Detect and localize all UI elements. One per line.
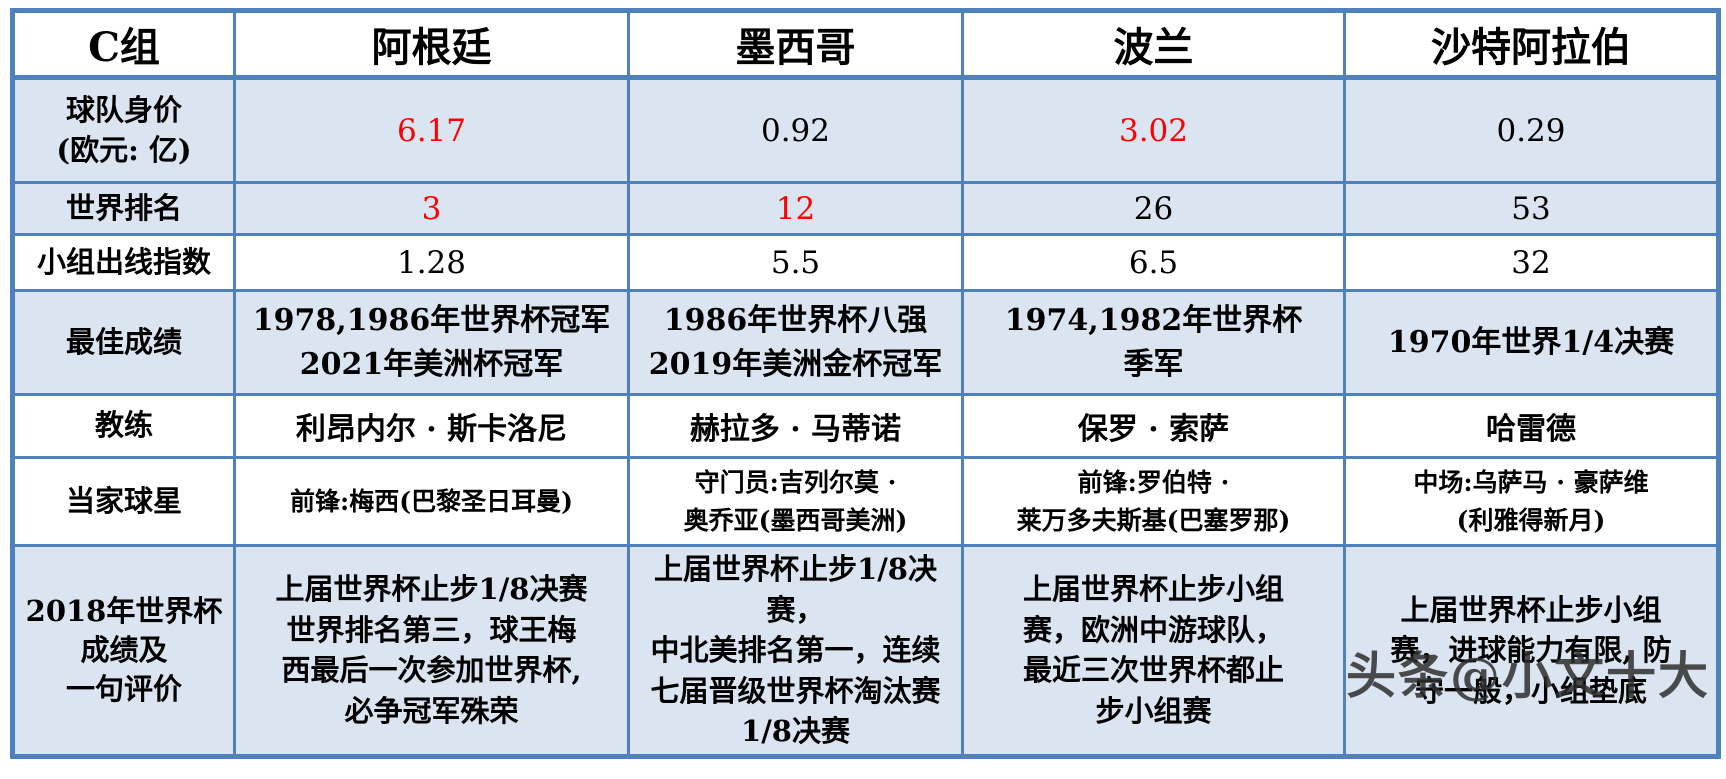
cell-advance-index-argentina: 1.28 xyxy=(233,233,630,292)
row-team-value: 球队身价 (欧元: 亿) 6.17 0.92 3.02 0.29 xyxy=(11,76,1720,184)
toutiao-watermark: 头条@小文十大 xyxy=(1346,646,1710,705)
header-label: C组 xyxy=(88,24,160,71)
row-best-result: 最佳成绩 1978,1986年世界杯冠军 2021年美洲杯冠军 1986年世界杯… xyxy=(11,289,1720,396)
cell-star-player-mexico: 守门员:吉列尔莫 · 奥乔亚(墨西哥美洲) xyxy=(627,456,964,547)
cell-world-ranking-saudi-arabia: 53 xyxy=(1343,181,1720,236)
cell-star-player-saudi-arabia: 中场:乌萨马 · 豪萨维 (利雅得新月) xyxy=(1343,456,1720,547)
header-label: 阿根廷 xyxy=(371,24,492,71)
cell-star-player-argentina: 前锋:梅西(巴黎圣日耳曼) xyxy=(233,456,630,547)
row-2018-result-comment: 2018年世界杯 成绩及 一句评价 上届世界杯止步1/8决赛 世界排名第三，球王… xyxy=(11,544,1720,758)
header-label: 波兰 xyxy=(1113,24,1194,71)
row-coach: 教练 利昂内尔 · 斯卡洛尼 赫拉多 · 马蒂诺 保罗 · 索萨 哈雷德 xyxy=(11,393,1720,459)
cell-advance-index-poland: 6.5 xyxy=(961,233,1346,292)
value: 0.29 xyxy=(1496,112,1566,149)
value: 前锋:罗伯特 · 莱万多夫斯基(巴塞罗那) xyxy=(1016,468,1291,535)
value: 赫拉多 · 马蒂诺 xyxy=(689,412,902,447)
value: 32 xyxy=(1511,244,1551,281)
row-label: 世界排名 xyxy=(65,190,182,225)
cell-world-ranking-mexico: 12 xyxy=(627,181,964,236)
cell-2018-comment-argentina: 上届世界杯止步1/8决赛 世界排名第三，球王梅 西最后一次参加世界杯, 必争冠军… xyxy=(233,544,630,758)
row-label-2018-result-comment: 2018年世界杯 成绩及 一句评价 xyxy=(11,544,236,758)
header-label: 墨西哥 xyxy=(735,24,856,71)
value: 6.17 xyxy=(396,112,467,149)
value: 3.02 xyxy=(1118,112,1189,149)
value: 上届世界杯止步1/8决赛 世界排名第三，球王梅 西最后一次参加世界杯, 必争冠军… xyxy=(275,572,588,729)
value: 3 xyxy=(421,190,442,227)
value: 1986年世界杯八强 2019年美洲金杯冠军 xyxy=(648,303,943,382)
row-world-ranking: 世界排名 3 12 26 53 xyxy=(11,181,1720,236)
value: 1970年世界1/4决赛 xyxy=(1387,324,1675,360)
header-cell-poland: 波兰 xyxy=(961,9,1346,80)
value: 1.28 xyxy=(396,244,467,281)
cell-2018-comment-saudi-arabia: 上届世界杯止步小组 赛，进球能力有限, 防 守一般，小组垫底 xyxy=(1343,544,1720,758)
group-c-comparison-table: C组 阿根廷 墨西哥 波兰 沙特阿拉伯 球队身价 (欧元: 亿) 6.17 0.… xyxy=(10,8,1721,759)
row-label: 小组出线指数 xyxy=(36,244,211,279)
header-cell-argentina: 阿根廷 xyxy=(233,9,630,80)
value: 利昂内尔 · 斯卡洛尼 xyxy=(295,412,568,447)
row-label-advance-index: 小组出线指数 xyxy=(11,233,236,292)
row-label-world-ranking: 世界排名 xyxy=(11,181,236,236)
cell-best-result-poland: 1974,1982年世界杯 季军 xyxy=(961,289,1346,396)
cell-world-ranking-argentina: 3 xyxy=(233,181,630,236)
cell-2018-comment-poland: 上届世界杯止步小组 赛，欧洲中游球队， 最近三次世界杯都止 步小组赛 xyxy=(961,544,1346,758)
cell-advance-index-saudi-arabia: 32 xyxy=(1343,233,1720,292)
header-row: C组 阿根廷 墨西哥 波兰 沙特阿拉伯 xyxy=(11,9,1720,80)
value: 26 xyxy=(1133,190,1174,227)
cell-2018-comment-mexico: 上届世界杯止步1/8决赛， 中北美排名第一，连续 七届晋级世界杯淘汰赛 1/8决… xyxy=(627,544,964,758)
value: 12 xyxy=(775,190,816,227)
header-cell-saudi-arabia: 沙特阿拉伯 xyxy=(1343,9,1720,80)
row-label: 球队身价 (欧元: 亿) xyxy=(56,93,192,167)
cell-coach-saudi-arabia: 哈雷德 xyxy=(1343,393,1720,459)
row-label-team-value: 球队身价 (欧元: 亿) xyxy=(11,76,236,184)
value: 上届世界杯止步小组 赛，欧洲中游球队， 最近三次世界杯都止 步小组赛 xyxy=(1022,572,1284,729)
value: 5.5 xyxy=(770,244,821,281)
cell-best-result-mexico: 1986年世界杯八强 2019年美洲金杯冠军 xyxy=(627,289,964,396)
row-label: 教练 xyxy=(94,408,153,443)
value: 守门员:吉列尔莫 · 奥乔亚(墨西哥美洲) xyxy=(683,468,908,535)
row-star-player: 当家球星 前锋:梅西(巴黎圣日耳曼) 守门员:吉列尔莫 · 奥乔亚(墨西哥美洲)… xyxy=(11,456,1720,547)
value: 1978,1986年世界杯冠军 2021年美洲杯冠军 xyxy=(252,303,611,382)
cell-advance-index-mexico: 5.5 xyxy=(627,233,964,292)
row-label-coach: 教练 xyxy=(11,393,236,459)
value: 哈雷德 xyxy=(1486,412,1576,447)
header-label: 沙特阿拉伯 xyxy=(1431,24,1631,71)
row-label: 2018年世界杯 成绩及 一句评价 xyxy=(25,593,223,707)
cell-best-result-argentina: 1978,1986年世界杯冠军 2021年美洲杯冠军 xyxy=(233,289,630,396)
row-advance-index: 小组出线指数 1.28 5.5 6.5 32 xyxy=(11,233,1720,292)
value: 0.92 xyxy=(760,112,831,149)
value: 中场:乌萨马 · 豪萨维 (利雅得新月) xyxy=(1413,468,1649,535)
value: 6.5 xyxy=(1128,244,1179,281)
row-label: 最佳成绩 xyxy=(65,324,182,359)
cell-team-value-argentina: 6.17 xyxy=(233,76,630,184)
cell-coach-poland: 保罗 · 索萨 xyxy=(961,393,1346,459)
value: 上届世界杯止步小组 赛，进球能力有限, 防 守一般，小组垫底 xyxy=(1390,592,1672,708)
cell-coach-mexico: 赫拉多 · 马蒂诺 xyxy=(627,393,964,459)
value: 53 xyxy=(1511,190,1551,227)
cell-team-value-saudi-arabia: 0.29 xyxy=(1343,76,1720,184)
cell-star-player-poland: 前锋:罗伯特 · 莱万多夫斯基(巴塞罗那) xyxy=(961,456,1346,547)
cell-team-value-mexico: 0.92 xyxy=(627,76,964,184)
cell-coach-argentina: 利昂内尔 · 斯卡洛尼 xyxy=(233,393,630,459)
row-label: 当家球星 xyxy=(65,483,182,518)
header-cell-mexico: 墨西哥 xyxy=(627,9,964,80)
row-label-star-player: 当家球星 xyxy=(11,456,236,547)
row-label-best-result: 最佳成绩 xyxy=(11,289,236,396)
value: 前锋:梅西(巴黎圣日耳曼) xyxy=(290,486,573,516)
cell-team-value-poland: 3.02 xyxy=(961,76,1346,184)
header-cell-group: C组 xyxy=(11,9,236,80)
cell-world-ranking-poland: 26 xyxy=(961,181,1346,236)
value: 上届世界杯止步1/8决赛， 中北美排名第一，连续 七届晋级世界杯淘汰赛 1/8决… xyxy=(650,552,941,749)
cell-best-result-saudi-arabia: 1970年世界1/4决赛 xyxy=(1343,289,1720,396)
value: 1974,1982年世界杯 季军 xyxy=(1004,303,1303,382)
value: 保罗 · 索萨 xyxy=(1077,412,1230,447)
